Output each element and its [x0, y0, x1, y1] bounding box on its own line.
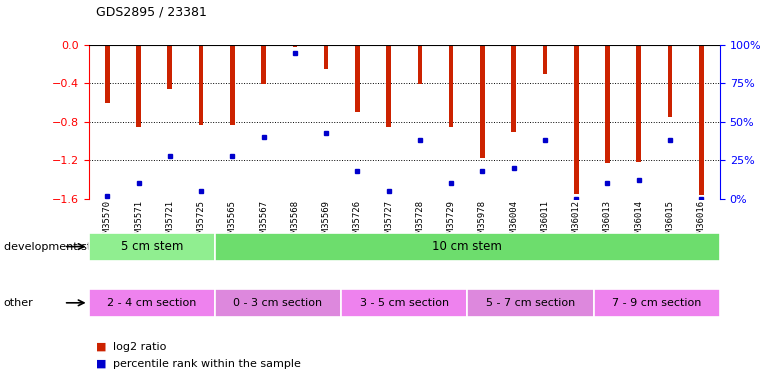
Bar [417, 45, 422, 84]
Text: ■: ■ [96, 342, 107, 352]
Bar [480, 45, 485, 158]
Bar [230, 45, 235, 125]
Bar [136, 45, 141, 127]
Bar [199, 45, 203, 125]
Text: 2 - 4 cm section: 2 - 4 cm section [107, 298, 196, 308]
Bar [323, 45, 329, 69]
Bar [168, 45, 172, 89]
Text: log2 ratio: log2 ratio [113, 342, 166, 352]
Text: GDS2895 / 23381: GDS2895 / 23381 [96, 6, 207, 19]
Text: 5 cm stem: 5 cm stem [120, 240, 183, 253]
Bar [668, 45, 672, 117]
Text: percentile rank within the sample: percentile rank within the sample [113, 359, 301, 369]
Bar [449, 45, 454, 127]
Text: 10 cm stem: 10 cm stem [433, 240, 502, 253]
Text: development stage: development stage [4, 242, 112, 252]
Text: other: other [4, 298, 34, 308]
Bar [293, 45, 297, 47]
Bar [387, 45, 391, 127]
Bar [543, 45, 547, 74]
Bar [605, 45, 610, 163]
Text: 7 - 9 cm section: 7 - 9 cm section [612, 298, 701, 308]
Bar [636, 45, 641, 162]
Bar [261, 45, 266, 84]
Bar [355, 45, 360, 112]
Bar [511, 45, 516, 132]
Bar [105, 45, 109, 103]
Text: 5 - 7 cm section: 5 - 7 cm section [486, 298, 575, 308]
Bar [699, 45, 704, 195]
Bar [574, 45, 578, 194]
Text: 0 - 3 cm section: 0 - 3 cm section [233, 298, 323, 308]
Text: ■: ■ [96, 359, 107, 369]
Text: 3 - 5 cm section: 3 - 5 cm section [360, 298, 449, 308]
